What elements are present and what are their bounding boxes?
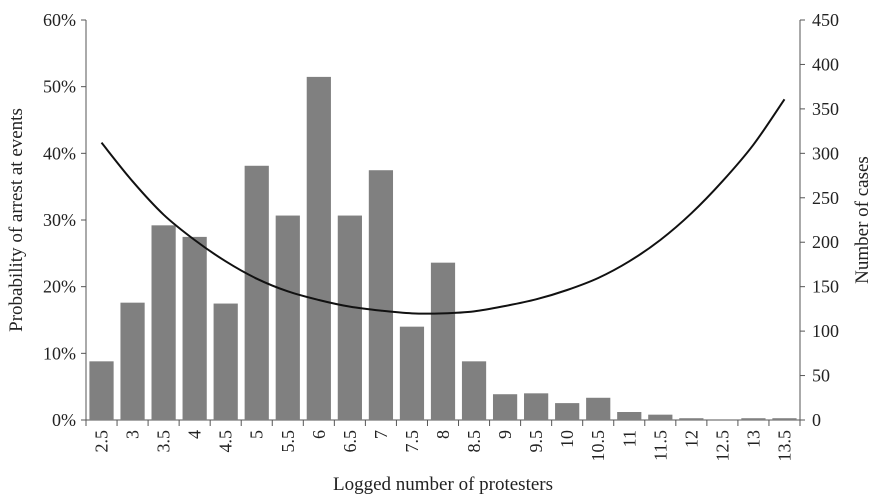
right-tick-label: 450 xyxy=(812,10,839,30)
bar-6.5 xyxy=(337,215,362,420)
left-tick-label: 30% xyxy=(43,210,76,230)
x-tick-label: 4.5 xyxy=(216,430,236,453)
bar-9 xyxy=(492,394,518,420)
x-tick-label: 13.5 xyxy=(774,430,794,462)
left-tick-label: 50% xyxy=(43,77,76,97)
left-tick-label: 10% xyxy=(43,343,76,363)
x-tick-label: 8 xyxy=(433,430,453,439)
bar-11 xyxy=(617,412,642,420)
bar-3.5 xyxy=(151,225,176,420)
x-tick-label: 6 xyxy=(309,430,329,439)
x-tick-label: 2.5 xyxy=(92,430,112,453)
bar-5 xyxy=(244,165,269,420)
right-tick-label: 0 xyxy=(812,410,821,430)
x-tick-label: 9.5 xyxy=(526,430,546,453)
plot-area: 0% 10% 20% 30% 40% 50% 60% 0 50 100 150 200 250 300 3… xyxy=(43,10,839,462)
bar-7 xyxy=(368,170,394,420)
x-tick-label: 3 xyxy=(123,430,143,439)
x-tick-label: 12.5 xyxy=(712,430,732,462)
x-axis-ticks: 2.5 3 3.5 4 4.5 5 5.5 6 6.5 7 7.5 8 8.5 9 9.5 10 10.5 11 1… xyxy=(85,420,801,462)
right-tick-label: 400 xyxy=(812,54,839,74)
x-tick-label: 4 xyxy=(185,430,205,439)
bars-series xyxy=(89,76,797,420)
bar-4 xyxy=(182,236,207,420)
x-tick-label: 12 xyxy=(681,430,701,448)
right-tick-label: 150 xyxy=(812,277,839,297)
right-tick-label: 300 xyxy=(812,143,839,163)
bar-13 xyxy=(741,418,766,420)
right-tick-label: 250 xyxy=(812,188,839,208)
left-tick-label: 40% xyxy=(43,143,76,163)
bar-5.5 xyxy=(275,215,300,420)
x-tick-label: 7.5 xyxy=(402,430,422,453)
x-tick-label: 10.5 xyxy=(588,430,608,462)
x-tick-label: 8.5 xyxy=(464,430,484,453)
x-tick-label: 11.5 xyxy=(650,430,670,461)
bar-11.5 xyxy=(648,414,673,420)
bar-12 xyxy=(679,418,704,420)
right-tick-label: 50 xyxy=(812,366,830,386)
x-tick-label: 13 xyxy=(743,430,763,448)
bar-3 xyxy=(120,302,145,420)
bar-6 xyxy=(306,76,331,420)
left-tick-label: 20% xyxy=(43,277,76,297)
left-axis-title: Probability of arrest at events xyxy=(6,108,27,332)
x-tick-label: 5.5 xyxy=(278,430,298,453)
x-tick-label: 7 xyxy=(371,430,391,439)
bar-8.5 xyxy=(461,361,487,420)
right-axis-title: Number of cases xyxy=(852,156,873,284)
x-tick-label: 6.5 xyxy=(340,430,360,453)
x-tick-label: 9 xyxy=(495,430,515,439)
x-tick-label: 3.5 xyxy=(154,430,174,453)
right-axis-ticks: 0 50 100 150 200 250 300 350 400 450 xyxy=(800,10,839,430)
probability-curve xyxy=(100,98,786,315)
bar-2.5 xyxy=(89,361,114,420)
x-axis-title: Logged number of protesters xyxy=(333,474,553,495)
right-tick-label: 350 xyxy=(812,99,839,119)
left-tick-label: 60% xyxy=(43,10,76,30)
bar-4.5 xyxy=(213,303,238,420)
x-tick-label: 11 xyxy=(619,430,639,447)
bar-9.5 xyxy=(524,393,549,420)
bar-7.5 xyxy=(399,326,425,420)
bar-8 xyxy=(430,262,456,420)
x-tick-label: 10 xyxy=(557,430,577,448)
x-tick-label: 5 xyxy=(247,430,267,439)
left-axis-ticks: 0% 10% 20% 30% 40% 50% 60% xyxy=(43,10,86,430)
bar-13.5 xyxy=(772,418,797,420)
bar-10 xyxy=(555,403,580,420)
left-tick-label: 0% xyxy=(52,410,76,430)
right-tick-label: 100 xyxy=(812,321,839,341)
bar-10.5 xyxy=(586,397,611,420)
right-tick-label: 200 xyxy=(812,232,839,252)
